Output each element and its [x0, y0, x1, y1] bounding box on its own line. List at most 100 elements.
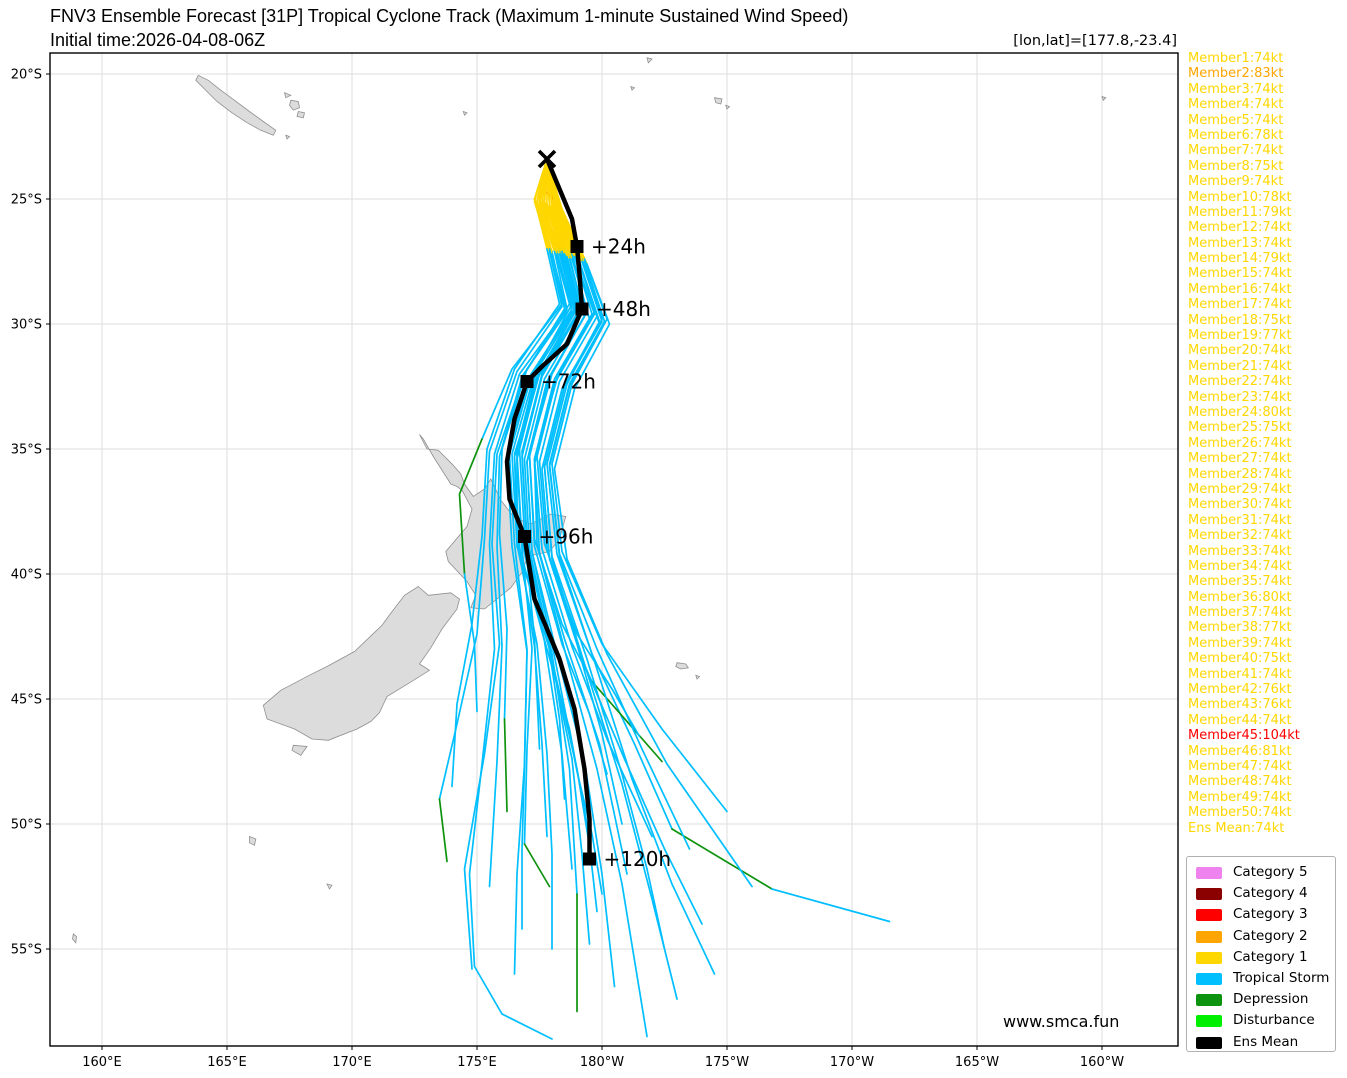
ensemble-track-segment: [543, 158, 563, 253]
tonga-small: [725, 104, 731, 110]
x-tick-label: 170°W: [830, 1055, 874, 1070]
legend-swatch: [1196, 888, 1222, 901]
member-wind-entry: Member38:77kt: [1188, 620, 1292, 636]
ensemble-track-segment: [511, 250, 576, 950]
member-wind-entry: Member37:74kt: [1188, 605, 1292, 621]
member-wind-entry: Member24:80kt: [1188, 404, 1292, 420]
ensemble-track-segment: [488, 253, 568, 888]
x-tick-label: 160°E: [82, 1055, 122, 1070]
small-island-1: [462, 110, 468, 116]
ensemble-track-segment: [506, 253, 573, 930]
ensemble-track-segment: [591, 680, 663, 763]
member-wind-entry: Member11:79kt: [1188, 204, 1292, 220]
new-caledonia: [195, 74, 277, 136]
legend-row: Depression: [1187, 990, 1335, 1011]
member-wind-entry: Member39:74kt: [1188, 635, 1292, 651]
legend-swatch: [1196, 973, 1222, 985]
member-wind-entry: Member8:75kt: [1188, 158, 1284, 174]
ensemble-track-segment: [536, 253, 641, 738]
small-island-3: [630, 85, 636, 91]
member-wind-entry: Member30:74kt: [1188, 497, 1292, 513]
x-tick-label: 160°W: [1080, 1055, 1124, 1070]
legend-swatch: [1196, 867, 1222, 879]
member-wind-entry: Member34:74kt: [1188, 558, 1292, 574]
legend-swatch: [1196, 951, 1222, 964]
member-wind-entry: Member2:83kt: [1188, 66, 1284, 82]
member-wind-entry: Member6:78kt: [1188, 127, 1284, 143]
member-wind-entry: Member33:74kt: [1188, 543, 1292, 559]
initial-time-label: Initial time:2026-04-08-06Z: [50, 30, 266, 50]
member-wind-entry: Member50:74kt: [1188, 805, 1292, 821]
x-tick-label: 165°W: [955, 1055, 999, 1070]
member-wind-entry: Member5:74kt: [1188, 112, 1284, 128]
y-tick-label: 25°S: [11, 193, 42, 208]
forecast-marker: [575, 302, 589, 316]
forecast-hour-label: +96h: [539, 525, 594, 549]
ensemble-track-segment: [516, 250, 578, 870]
legend-swatch: [1196, 994, 1222, 1007]
member-wind-entry: Ens Mean:74kt: [1188, 820, 1285, 836]
legend-label: Category 3: [1233, 906, 1308, 923]
member-wind-entry: Member32:74kt: [1188, 528, 1292, 544]
y-tick-label: 40°S: [11, 568, 42, 583]
member-wind-entry: Member12:74kt: [1188, 220, 1292, 236]
ensemble-track-segment: [533, 158, 551, 250]
stewart-island: [291, 744, 308, 756]
mare: [296, 111, 305, 119]
ensemble-track-segment: [538, 255, 623, 825]
ouvea: [283, 92, 292, 99]
legend-row: Category 1: [1187, 948, 1335, 969]
member-wind-entry: Member28:74kt: [1188, 466, 1292, 482]
plot-frame: [49, 52, 1179, 1047]
ensemble-track-segment: [543, 260, 678, 1000]
member-wind-entry: Member13:74kt: [1188, 235, 1292, 251]
legend-label: Category 2: [1233, 927, 1308, 944]
legend-label: Category 1: [1233, 948, 1308, 965]
y-tick-label: 30°S: [11, 318, 42, 333]
member-wind-entry: Member3:74kt: [1188, 81, 1284, 97]
ensemble-track-segment: [533, 255, 653, 838]
ensemble-track-segment: [438, 250, 563, 800]
ensemble-track-segment: [548, 260, 716, 975]
page-title: FNV3 Ensemble Forecast [31P] Tropical Cy…: [50, 6, 849, 26]
member-wind-entry: Member16:74kt: [1188, 281, 1292, 297]
forecast-marker: [520, 375, 534, 388]
member-wind-entry: Member10:78kt: [1188, 189, 1292, 205]
forecast-hour-label: +48h: [596, 297, 651, 321]
ensemble-track-segment: [451, 248, 561, 788]
legend-row: Disturbance: [1187, 1011, 1335, 1032]
ensemble-track-segment: [513, 253, 576, 838]
x-tick-label: 180°W: [580, 1055, 624, 1070]
legend-label: Disturbance: [1233, 1012, 1315, 1029]
member-wind-list: Member1:74kt Member2:83kt Member3:74kt Memb…: [1188, 51, 1300, 836]
legend-label: Tropical Storm: [1233, 970, 1330, 986]
y-tick-label: 45°S: [11, 693, 42, 708]
legend-label: Category 5: [1233, 864, 1308, 880]
lifou: [289, 99, 300, 111]
member-wind-entry: Member45:104kt: [1188, 728, 1300, 744]
ensemble-tracks: [438, 158, 891, 1040]
member-wind-entry: Member17:74kt: [1188, 297, 1292, 313]
y-tick-label: 55°S: [11, 943, 42, 958]
ensemble-track-segment: [553, 263, 753, 888]
member-wind-entry: Member44:74kt: [1188, 712, 1292, 728]
member-wind-entry: Member21:74kt: [1188, 358, 1292, 374]
member-wind-entry: Member48:74kt: [1188, 774, 1292, 790]
member-wind-entry: Member31:74kt: [1188, 512, 1292, 528]
watermark: www.smca.fun: [1003, 1012, 1120, 1031]
ensemble-track-segment: [671, 828, 773, 890]
campbell-island: [326, 883, 333, 890]
member-wind-entry: Member20:74kt: [1188, 343, 1292, 359]
ensemble-track-segment: [536, 158, 556, 253]
member-wind-entry: Member43:76kt: [1188, 697, 1292, 713]
member-wind-entry: Member7:74kt: [1188, 143, 1284, 159]
ensemble-track-segment: [546, 158, 576, 258]
member-wind-entry: Member14:79kt: [1188, 251, 1292, 267]
legend-row: Category 5: [1187, 863, 1335, 884]
ensemble-track-segment: [538, 158, 558, 255]
member-wind-entry: Member49:74kt: [1188, 789, 1292, 805]
member-wind-entry: Member22:74kt: [1188, 374, 1292, 390]
forecast-hour-label: +120h: [604, 847, 672, 871]
